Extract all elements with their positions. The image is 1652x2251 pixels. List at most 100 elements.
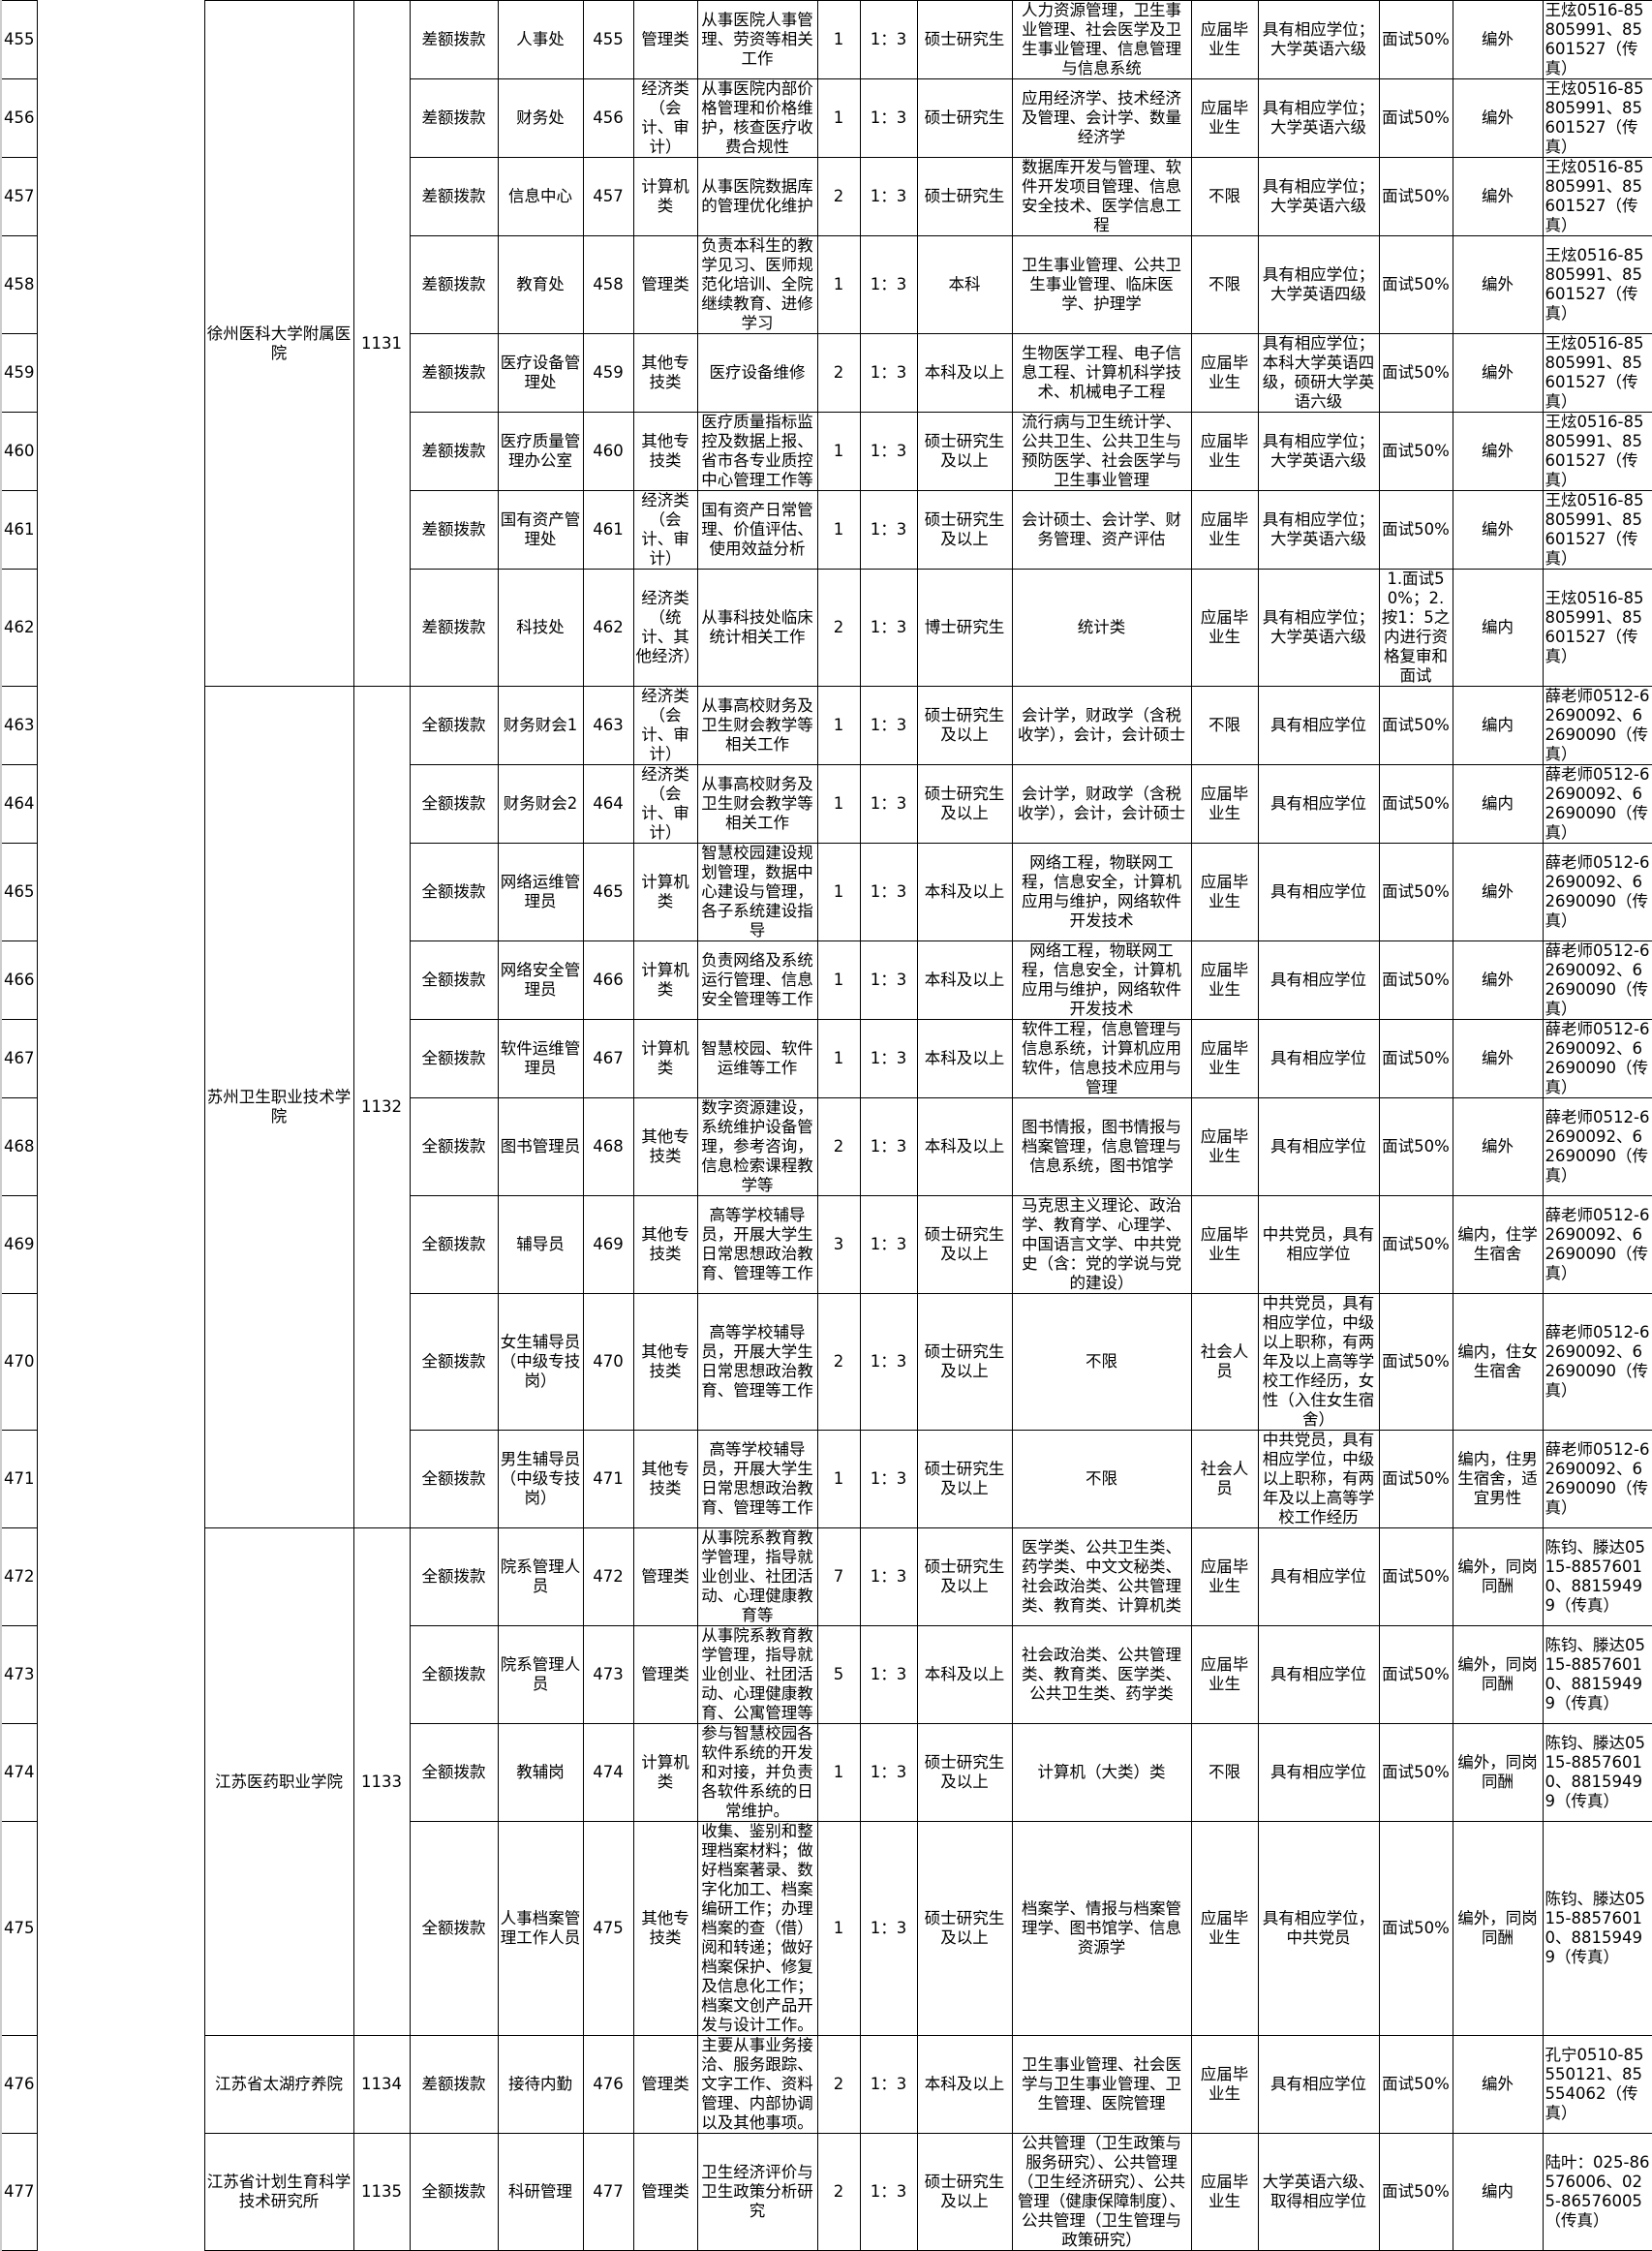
department-cell: 网络运维管理员 xyxy=(497,843,584,941)
post-category-cell: 其他专技类 xyxy=(632,1293,698,1431)
education-cell: 本科及以上 xyxy=(916,1097,1013,1196)
exam-weight-cell: 面试50% xyxy=(1378,412,1453,491)
major-cell: 人力资源管理，卫生事业管理、社会医学及卫生事业管理、信息管理与信息系统 xyxy=(1011,0,1192,79)
candidate-source-cell: 应届毕业生 xyxy=(1190,569,1259,687)
staffing-type-cell: 编外 xyxy=(1452,235,1544,334)
exam-ratio-cell: 1：3 xyxy=(859,1821,918,2036)
major-cell: 不限 xyxy=(1011,1293,1192,1431)
qualification-cell: 中共党员，具有相应学位 xyxy=(1257,1195,1380,1294)
exam-weight-cell: 面试50% xyxy=(1378,0,1453,79)
exam-weight-cell: 面试50% xyxy=(1378,1821,1453,2036)
contact-cell: 陈钧、滕达0515-88576010、88159499（传真） xyxy=(1542,1723,1652,1822)
contact-cell: 王炫0516-85805991、85601527（传真） xyxy=(1542,157,1652,236)
job-description-cell: 国有资产日常管理、价值评估、使用效益分析 xyxy=(696,490,818,570)
post-category-cell: 计算机类 xyxy=(632,1723,698,1822)
hiring-count-cell: 1 xyxy=(816,0,861,79)
staffing-type-cell: 编外 xyxy=(1452,843,1544,941)
qualification-cell: 具有相应学位 xyxy=(1257,1019,1380,1098)
hiring-count-cell: 1 xyxy=(816,764,861,844)
department-cell: 医疗设备管理处 xyxy=(497,333,584,413)
exam-weight-cell: 面试50% xyxy=(1378,843,1453,941)
qualification-cell: 具有相应学位 xyxy=(1257,1527,1380,1626)
post-category-cell: 管理类 xyxy=(632,0,698,79)
contact-cell: 王炫0516-85805991、85601527（传真） xyxy=(1542,235,1652,334)
row-number-cell: 462 xyxy=(0,569,38,687)
post-code-cell: 461 xyxy=(582,490,634,570)
education-cell: 本科及以上 xyxy=(916,940,1013,1020)
education-cell: 硕士研究生及以上 xyxy=(916,1723,1013,1822)
post-category-cell: 其他专技类 xyxy=(632,1430,698,1528)
staffing-type-cell: 编外，同岗同酬 xyxy=(1452,1625,1544,1724)
staffing-type-cell: 编外 xyxy=(1452,490,1544,570)
job-description-cell: 卫生经济评价与卫生政策分析研究 xyxy=(696,2133,818,2251)
hiring-count-cell: 1 xyxy=(816,1723,861,1822)
exam-ratio-cell: 1：3 xyxy=(859,2133,918,2251)
job-description-cell: 数字资源建设，系统维护设备管理，参考咨询，信息检索课程教学等 xyxy=(696,1097,818,1196)
exam-weight-cell: 面试50% xyxy=(1378,333,1453,413)
qualification-cell: 具有相应学位；大学英语六级 xyxy=(1257,490,1380,570)
qualification-cell: 具有相应学位 xyxy=(1257,764,1380,844)
major-cell: 应用经济学、技术经济及管理、会计学、数量经济学 xyxy=(1011,78,1192,158)
department-cell: 财务财会2 xyxy=(497,764,584,844)
post-category-cell: 其他专技类 xyxy=(632,1097,698,1196)
major-cell: 统计类 xyxy=(1011,569,1192,687)
row-number-cell: 463 xyxy=(0,686,38,765)
post-code-cell: 455 xyxy=(582,0,634,79)
funding-type-cell: 全额拨款 xyxy=(409,1097,499,1196)
funding-type-cell: 差额拨款 xyxy=(409,78,499,158)
exam-weight-cell: 面试50% xyxy=(1378,1195,1453,1294)
qualification-cell: 具有相应学位；大学英语六级 xyxy=(1257,412,1380,491)
qualification-cell: 具有相应学位 xyxy=(1257,1097,1380,1196)
hiring-count-cell: 1 xyxy=(816,490,861,570)
row-number-cell: 457 xyxy=(0,157,38,236)
exam-weight-cell: 面试50% xyxy=(1378,1723,1453,1822)
department-cell: 教辅岗 xyxy=(497,1723,584,1822)
major-cell: 生物医学工程、电子信息工程、计算机科学技术、机械电子工程 xyxy=(1011,333,1192,413)
row-number-cell: 473 xyxy=(0,1625,38,1724)
funding-type-cell: 差额拨款 xyxy=(409,333,499,413)
funding-type-cell: 全额拨款 xyxy=(409,1019,499,1098)
post-code-cell: 477 xyxy=(582,2133,634,2251)
education-cell: 硕士研究生及以上 xyxy=(916,1821,1013,2036)
job-description-cell: 医疗设备维修 xyxy=(696,333,818,413)
exam-weight-cell: 面试50% xyxy=(1378,1625,1453,1724)
post-code-cell: 473 xyxy=(582,1625,634,1724)
row-number-cell: 469 xyxy=(0,1195,38,1294)
contact-cell: 陈钧、滕达0515-88576010、88159499（传真） xyxy=(1542,1625,1652,1724)
contact-cell: 王炫0516-85805991、85601527（传真） xyxy=(1542,78,1652,158)
exam-ratio-cell: 1：3 xyxy=(859,1195,918,1294)
job-description-cell: 智慧校园建设规划管理，数据中心建设与管理，各子系统建设指导 xyxy=(696,843,818,941)
qualification-cell: 具有相应学位；大学英语六级 xyxy=(1257,78,1380,158)
table-row: 456 差额拨款 财务处 456 经济类（会计、审计） 从事医院内部价格管理和价格维护，核… xyxy=(0,78,1652,158)
job-description-cell: 高等学校辅导员，开展大学生日常思想政治教育、管理等工作 xyxy=(696,1430,818,1528)
row-number-cell: 470 xyxy=(0,1293,38,1431)
contact-cell: 薛老师0512-62690092、62690090（传真） xyxy=(1542,843,1652,941)
department-cell: 院系管理人员 xyxy=(497,1527,584,1626)
candidate-source-cell: 应届毕业生 xyxy=(1190,412,1259,491)
job-description-cell: 主要从事业务接洽、服务跟踪、文字工作、资料管理、内部协调以及其他事项。 xyxy=(696,2035,818,2134)
major-cell: 图书情报，图书情报与档案管理，信息管理与信息系统，图书馆学 xyxy=(1011,1097,1192,1196)
contact-cell: 陈钧、滕达0515-88576010、88159499（传真） xyxy=(1542,1821,1652,2036)
major-cell: 医学类、公共卫生类、药学类、中文文秘类、社会政治类、公共管理类、教育类、计算机类 xyxy=(1011,1527,1192,1626)
job-description-cell: 从事科技处临床统计相关工作 xyxy=(696,569,818,687)
candidate-source-cell: 应届毕业生 xyxy=(1190,764,1259,844)
contact-cell: 王炫0516-85805991、85601527（传真） xyxy=(1542,0,1652,79)
education-cell: 硕士研究生及以上 xyxy=(916,412,1013,491)
hiring-count-cell: 1 xyxy=(816,78,861,158)
education-cell: 博士研究生 xyxy=(916,569,1013,687)
job-description-cell: 从事院系教育教学管理，指导就业创业、社团活动、心理健康教育等 xyxy=(696,1527,818,1626)
department-cell: 女生辅导员（中级专技岗） xyxy=(497,1293,584,1431)
staffing-type-cell: 编内 xyxy=(1452,686,1544,765)
exam-ratio-cell: 1：3 xyxy=(859,1625,918,1724)
major-cell: 卫生事业管理、社会医学与卫生事业管理、卫生管理、医院管理 xyxy=(1011,2035,1192,2134)
post-code-cell: 460 xyxy=(582,412,634,491)
major-cell: 计算机（大类）类 xyxy=(1011,1723,1192,1822)
qualification-cell: 大学英语六级、取得相应学位 xyxy=(1257,2133,1380,2251)
department-cell: 软件运维管理员 xyxy=(497,1019,584,1098)
staffing-type-cell: 编外，同岗同酬 xyxy=(1452,1723,1544,1822)
candidate-source-cell: 应届毕业生 xyxy=(1190,940,1259,1020)
hiring-count-cell: 1 xyxy=(816,1019,861,1098)
funding-type-cell: 全额拨款 xyxy=(409,940,499,1020)
exam-weight-cell: 面试50% xyxy=(1378,157,1453,236)
funding-type-cell: 全额拨款 xyxy=(409,1293,499,1431)
